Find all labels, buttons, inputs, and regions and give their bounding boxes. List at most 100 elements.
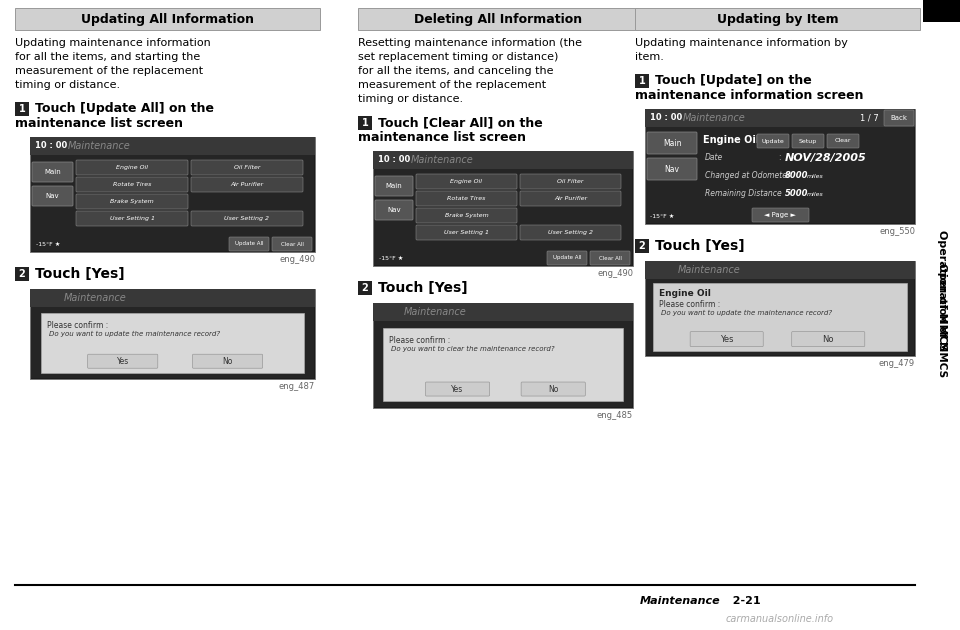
Bar [373, 151, 633, 266]
Text: NOV/28/2005: NOV/28/2005 [785, 153, 867, 163]
Text: Main: Main [44, 169, 60, 175]
Text: 2-21: 2-21 [725, 596, 760, 606]
Text: Maintenance: Maintenance [683, 113, 746, 123]
Text: Resetting maintenance information (the: Resetting maintenance information (the [358, 38, 582, 48]
Text: 10 : 00: 10 : 00 [378, 156, 410, 164]
Bar [374, 152, 632, 265]
Bar [358, 281, 372, 295]
FancyBboxPatch shape [87, 354, 157, 369]
Text: No: No [223, 357, 232, 366]
FancyBboxPatch shape [32, 186, 73, 206]
Text: eng_479: eng_479 [878, 359, 915, 368]
Text: Touch [Yes]: Touch [Yes] [655, 239, 745, 253]
Bar [30, 137, 315, 252]
Text: Do you want to update the maintenance record?: Do you want to update the maintenance re… [661, 310, 832, 316]
Text: Air Purifier: Air Purifier [230, 182, 264, 187]
Text: Updating maintenance information: Updating maintenance information [15, 38, 211, 48]
FancyBboxPatch shape [375, 176, 413, 196]
FancyBboxPatch shape [884, 110, 914, 126]
FancyBboxPatch shape [647, 158, 697, 180]
Text: Clear All: Clear All [599, 256, 621, 260]
Text: Air Purifier: Air Purifier [554, 196, 588, 201]
Text: Nav: Nav [46, 193, 60, 199]
Text: :: : [778, 153, 780, 162]
Bar [358, 116, 372, 130]
Text: for all the items, and canceling the: for all the items, and canceling the [358, 66, 554, 76]
FancyBboxPatch shape [191, 177, 303, 192]
FancyBboxPatch shape [520, 191, 621, 206]
Bar [923, 0, 960, 22]
FancyBboxPatch shape [792, 331, 865, 346]
Text: eng_490: eng_490 [597, 269, 633, 278]
FancyBboxPatch shape [76, 160, 188, 175]
Text: timing or distance.: timing or distance. [15, 80, 120, 90]
Bar [31, 138, 314, 251]
Text: miles: miles [807, 192, 824, 197]
Text: for all the items, and starting the: for all the items, and starting the [15, 52, 201, 62]
Bar [30, 289, 315, 307]
Text: maintenance list screen: maintenance list screen [15, 117, 183, 130]
Text: measurement of the replacement: measurement of the replacement [15, 66, 204, 76]
Text: Maintenance: Maintenance [678, 265, 740, 275]
Text: Please confirm :: Please confirm : [47, 321, 108, 329]
Text: Updating All Information: Updating All Information [81, 13, 254, 25]
FancyBboxPatch shape [752, 208, 809, 222]
Bar [374, 304, 632, 407]
FancyBboxPatch shape [76, 194, 188, 209]
Bar [15, 8, 320, 30]
FancyBboxPatch shape [757, 134, 789, 148]
Text: 1 / 7: 1 / 7 [860, 113, 878, 122]
Text: :: : [778, 189, 780, 198]
Bar [373, 303, 633, 408]
Text: No: No [823, 335, 834, 343]
FancyBboxPatch shape [827, 134, 859, 148]
Text: Updating by Item: Updating by Item [717, 13, 838, 25]
Text: Update: Update [761, 139, 784, 144]
Text: miles: miles [807, 174, 824, 179]
FancyBboxPatch shape [416, 191, 517, 206]
FancyBboxPatch shape [416, 174, 517, 189]
Text: Yes: Yes [451, 384, 464, 394]
Text: :: : [778, 171, 780, 180]
Text: Maintenance: Maintenance [68, 141, 131, 151]
FancyBboxPatch shape [590, 251, 630, 265]
Text: Touch [Clear All] on the: Touch [Clear All] on the [378, 116, 542, 129]
Text: Maintenance: Maintenance [404, 307, 467, 317]
Text: Changed at Odometer: Changed at Odometer [705, 171, 790, 180]
FancyBboxPatch shape [191, 160, 303, 175]
Text: Date: Date [705, 153, 723, 162]
FancyBboxPatch shape [520, 225, 621, 240]
Text: 8000: 8000 [785, 171, 808, 180]
Text: Update All: Update All [553, 256, 581, 260]
Text: Brake System: Brake System [110, 199, 154, 204]
Bar [635, 74, 649, 88]
Bar [30, 137, 315, 155]
FancyBboxPatch shape [425, 382, 490, 396]
FancyBboxPatch shape [76, 211, 188, 226]
Bar [645, 109, 915, 127]
Text: item.: item. [635, 52, 664, 62]
Text: Please confirm :: Please confirm : [390, 336, 450, 345]
FancyBboxPatch shape [547, 251, 587, 265]
Text: 1: 1 [18, 104, 25, 114]
Text: timing or distance.: timing or distance. [358, 94, 463, 104]
Bar [635, 239, 649, 253]
Bar [15, 102, 29, 116]
FancyBboxPatch shape [792, 134, 824, 148]
Text: set replacement timing or distance): set replacement timing or distance) [358, 52, 559, 62]
Text: No: No [548, 384, 559, 394]
Text: Oil Filter: Oil Filter [557, 179, 584, 184]
FancyBboxPatch shape [416, 208, 517, 223]
Text: eng_485: eng_485 [597, 411, 633, 420]
Text: 2: 2 [18, 269, 25, 279]
Text: measurement of the replacement: measurement of the replacement [358, 80, 546, 90]
FancyBboxPatch shape [76, 177, 188, 192]
FancyBboxPatch shape [520, 174, 621, 189]
Text: Maintenance: Maintenance [64, 293, 127, 303]
Text: eng_487: eng_487 [278, 382, 315, 391]
FancyBboxPatch shape [229, 237, 269, 251]
Bar [373, 151, 633, 169]
Text: Maintenance: Maintenance [411, 155, 473, 165]
Bar [358, 8, 638, 30]
Bar [646, 110, 914, 223]
